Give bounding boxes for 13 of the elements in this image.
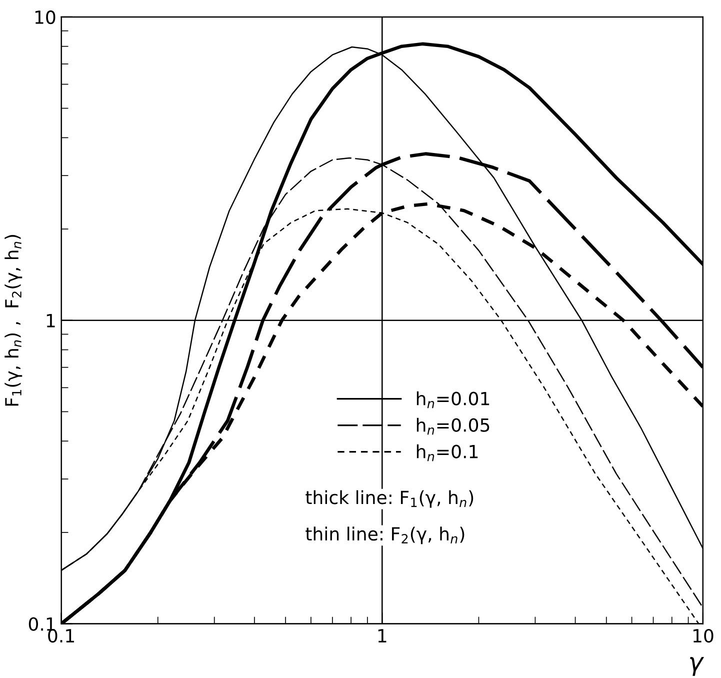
legend-label: h$_{n}$=0.05: [416, 418, 490, 435]
legend-label: h$_{n}$=0.01: [416, 391, 490, 408]
text: F$_{1}$(γ, h$_{n}$) , F$_{2}$(γ, h$_{n}$): [4, 235, 22, 406]
x-tick-label: 1: [378, 629, 386, 642]
x-tick-label: 10: [693, 628, 714, 643]
x-tick-label: 0.1: [48, 628, 74, 643]
x-axis-title: γ: [690, 656, 704, 676]
y-tick-label: 10: [35, 10, 56, 24]
annotation: thick line: F$_{1}$(γ, h$_{n}$): [306, 490, 474, 508]
annotation: thin line: F$_{2}$(γ, h$_{n}$): [306, 526, 464, 544]
y-tick-label: 1: [46, 314, 55, 328]
y-tick-label: 0.1: [28, 617, 55, 631]
legend-label: h$_{n}$=0.1: [416, 444, 478, 462]
